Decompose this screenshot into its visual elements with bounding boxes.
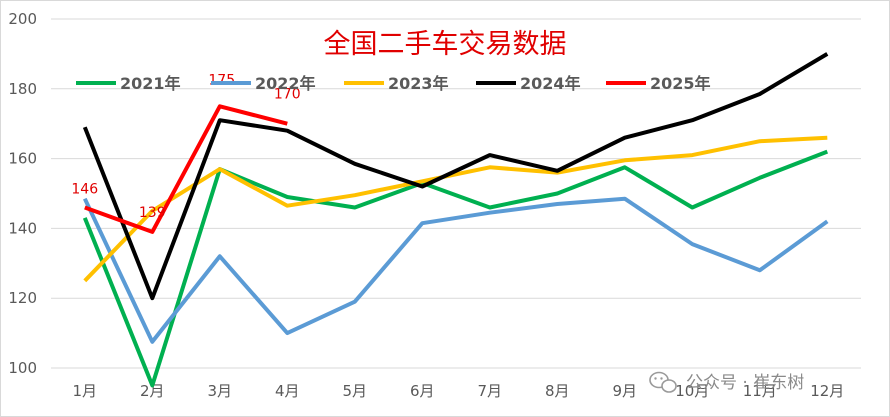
x-tick-label: 12月 xyxy=(810,382,844,400)
series-line-2025年 xyxy=(84,104,288,234)
legend-item: 2023年 xyxy=(344,74,449,93)
y-tick-label: 120 xyxy=(8,289,37,307)
x-tick-label: 8月 xyxy=(545,382,570,400)
legend-item: 2025年 xyxy=(606,74,711,93)
data-label: 170 xyxy=(274,87,301,103)
series-line-2024年 xyxy=(82,52,829,301)
y-tick-label: 180 xyxy=(8,80,37,98)
series-line-2022年 xyxy=(82,196,829,344)
legend-label: 2023年 xyxy=(388,74,449,93)
legend-label: 2024年 xyxy=(520,74,581,93)
x-axis-ticks: 1月 2月 3月 4月 5月 6月 7月 8月 9月 10月 11月 12月 xyxy=(72,382,844,400)
legend-item: 2022年 xyxy=(211,74,316,93)
series-line-2021年 xyxy=(82,149,829,388)
x-tick-label: 7月 xyxy=(477,382,502,400)
data-label: 146 xyxy=(71,181,98,197)
data-label: 175 xyxy=(208,72,235,88)
wechat-icon xyxy=(649,371,677,393)
legend: 2021年 2022年 2023年 2024年 2025年 xyxy=(76,74,711,93)
x-tick-label: 1月 xyxy=(72,382,97,400)
x-tick-label: 4月 xyxy=(275,382,300,400)
legend-label: 2021年 xyxy=(120,74,181,93)
series-line-2023年 xyxy=(83,135,828,283)
x-tick-label: 6月 xyxy=(410,382,435,400)
y-tick-label: 140 xyxy=(8,219,37,237)
watermark: 公众号 · 崔东树 xyxy=(649,371,804,393)
y-axis-ticks: 100 120 140 160 180 200 xyxy=(8,10,37,377)
x-tick-label: 5月 xyxy=(342,382,367,400)
legend-label: 2025年 xyxy=(650,74,711,93)
x-tick-label: 3月 xyxy=(207,382,232,400)
legend-label: 2022年 xyxy=(255,74,316,93)
x-tick-label: 10月 xyxy=(675,382,709,400)
data-label: 139 xyxy=(139,205,166,221)
series-lines xyxy=(82,52,829,388)
legend-item: 2021年 xyxy=(76,74,181,93)
watermark-text: 公众号 · 崔东树 xyxy=(686,373,804,393)
chart-title: 全国二手车交易数据 xyxy=(324,29,567,60)
y-tick-label: 200 xyxy=(8,10,37,28)
y-tick-label: 160 xyxy=(8,150,37,168)
x-tick-label: 11月 xyxy=(743,382,777,400)
legend-item: 2024年 xyxy=(476,74,581,93)
y-tick-label: 100 xyxy=(8,359,37,377)
x-tick-label: 2月 xyxy=(140,382,165,400)
x-tick-label: 9月 xyxy=(612,382,637,400)
